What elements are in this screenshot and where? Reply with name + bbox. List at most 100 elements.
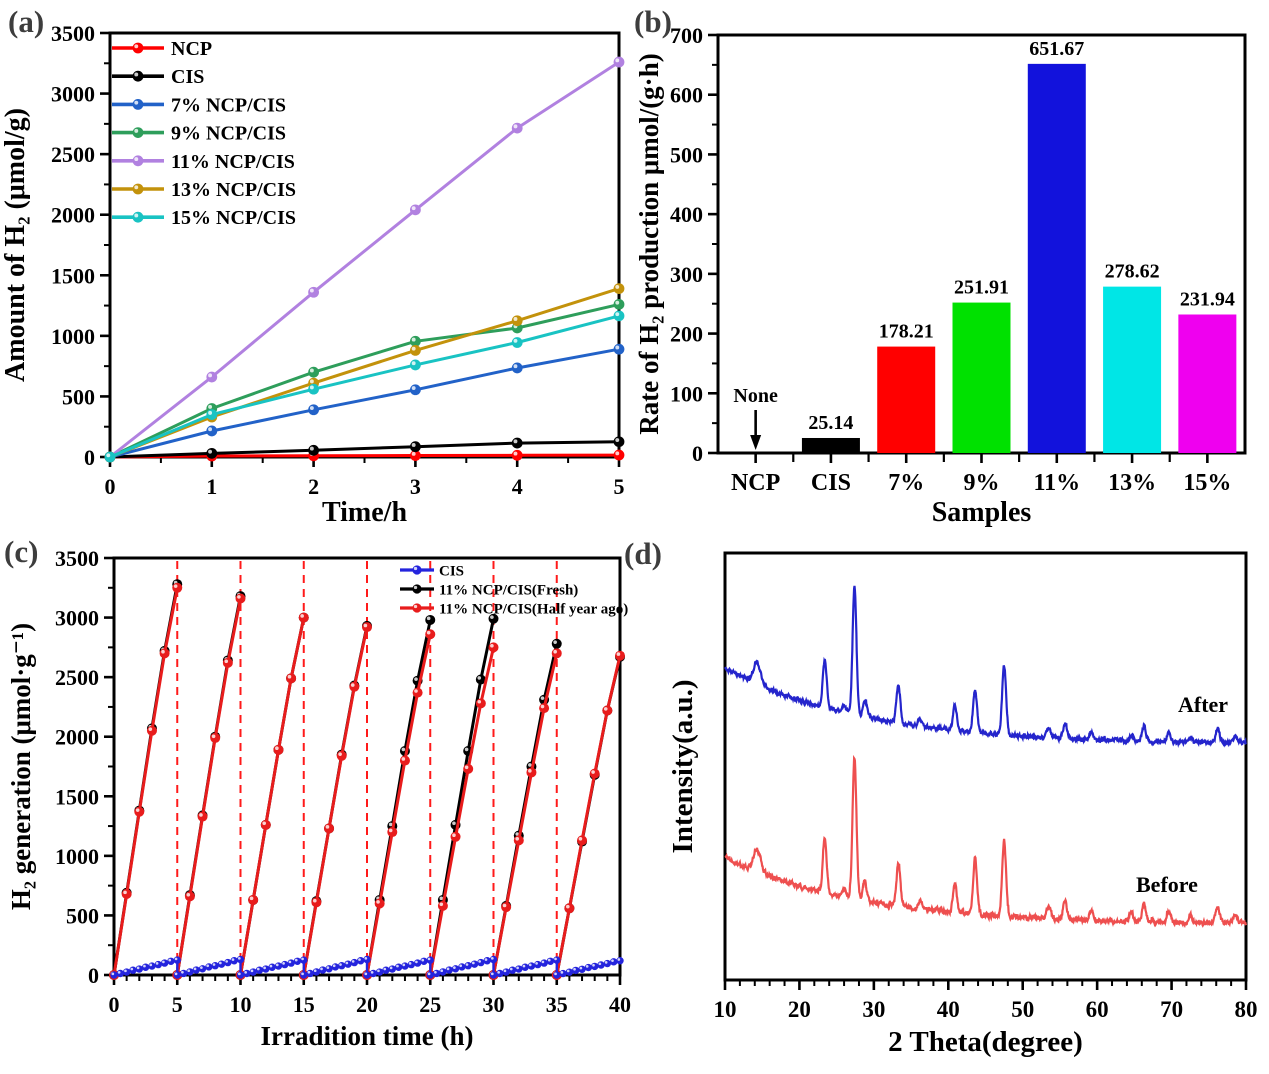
svg-text:Before: Before <box>1136 872 1198 897</box>
svg-text:35: 35 <box>546 992 568 1017</box>
svg-text:4: 4 <box>512 474 523 499</box>
svg-text:70: 70 <box>1160 997 1183 1022</box>
svg-text:None: None <box>733 385 778 407</box>
series-15% NCP/CIS <box>109 314 620 459</box>
bar-7% <box>877 346 936 453</box>
svg-text:CIS: CIS <box>171 66 204 88</box>
svg-text:CIS: CIS <box>811 470 851 496</box>
svg-text:300: 300 <box>670 262 703 287</box>
svg-text:Irradition time (h): Irradition time (h) <box>261 1021 474 1051</box>
series-CIS <box>109 440 620 459</box>
svg-text:0: 0 <box>109 992 120 1017</box>
svg-text:2000: 2000 <box>55 725 99 750</box>
svg-text:7% NCP/CIS: 7% NCP/CIS <box>171 94 286 116</box>
svg-text:Rate of H₂ production μmol/(g·: Rate of H₂ production μmol/(g·h) <box>634 53 664 434</box>
svg-text:40: 40 <box>609 992 631 1017</box>
series-11% NCP/CIS(Half year ago)-cycle3 <box>239 617 306 976</box>
series-11% NCP/CIS(Half year ago)-cycle8 <box>555 655 622 976</box>
svg-text:40: 40 <box>937 997 960 1022</box>
svg-text:13% NCP/CIS: 13% NCP/CIS <box>171 179 296 201</box>
svg-text:0: 0 <box>84 445 95 470</box>
svg-text:10: 10 <box>230 992 252 1017</box>
svg-text:5: 5 <box>172 992 183 1017</box>
svg-text:1500: 1500 <box>51 263 95 288</box>
panel-label-a: (a) <box>8 4 45 39</box>
svg-text:13%: 13% <box>1108 470 1156 496</box>
panel-d-plot: 10 20 30 40 50 60 70 80 2 Theta(degree) Intensity… <box>667 551 1258 1058</box>
panel-label-b: (b) <box>634 4 672 39</box>
svg-text:20: 20 <box>356 992 378 1017</box>
legend-panel-a: NCP CIS 7% NCP/CIS 9% NCP/CIS 11% NCP/CIS 13%… <box>112 38 296 229</box>
svg-text:1000: 1000 <box>55 844 99 869</box>
svg-text:25.14: 25.14 <box>808 412 853 434</box>
series-11% NCP/CIS(Half year ago)-cycle6 <box>428 647 495 976</box>
svg-text:80: 80 <box>1235 997 1258 1022</box>
svg-text:20: 20 <box>788 997 811 1022</box>
svg-text:2 Theta(degree): 2 Theta(degree) <box>888 1026 1083 1058</box>
svg-text:NCP: NCP <box>171 38 212 60</box>
svg-text:651.67: 651.67 <box>1029 38 1084 60</box>
series-13% NCP/CIS <box>109 287 620 459</box>
svg-text:15%: 15% <box>1183 470 1231 496</box>
svg-text:Time/h: Time/h <box>322 497 407 528</box>
panel-label-d: (d) <box>624 536 662 571</box>
panel-a-plot: 0 1 2 3 4 5 Time/h 0 500 1000 1500 2000 2500 3000 3500… <box>0 21 625 528</box>
svg-text:500: 500 <box>66 903 99 928</box>
series-11% NCP/CIS(Half year ago)-cycle4 <box>302 626 369 976</box>
bar-9% <box>952 302 1011 453</box>
svg-text:Intensity(a.u.): Intensity(a.u.) <box>667 679 699 853</box>
svg-text:600: 600 <box>670 83 703 108</box>
svg-text:231.94: 231.94 <box>1180 288 1235 310</box>
chart-xrd-before-after: 10 20 30 40 50 60 70 80 2 Theta(degree) Intensity… <box>667 551 1258 1058</box>
svg-text:3500: 3500 <box>55 546 99 571</box>
svg-text:0: 0 <box>105 474 116 499</box>
svg-text:2500: 2500 <box>55 665 99 690</box>
xrd-trace-Before <box>724 754 1248 929</box>
series-7% NCP/CIS <box>109 347 620 459</box>
svg-text:1: 1 <box>206 474 217 499</box>
svg-text:0: 0 <box>692 441 703 466</box>
svg-text:100: 100 <box>670 381 703 406</box>
svg-text:H₂ generation (μmol·g⁻¹): H₂ generation (μmol·g⁻¹) <box>6 623 36 910</box>
svg-text:178.21: 178.21 <box>879 321 934 343</box>
svg-text:1500: 1500 <box>55 784 99 809</box>
series-11% NCP/CIS <box>109 60 620 459</box>
svg-text:CIS: CIS <box>439 564 464 580</box>
svg-text:25: 25 <box>419 992 441 1017</box>
legend-panel-c: CIS 11% NCP/CIS(Fresh) 11% NCP/CIS(Half ye… <box>400 564 628 618</box>
svg-text:11% NCP/CIS: 11% NCP/CIS <box>171 151 295 173</box>
svg-text:2: 2 <box>308 474 319 499</box>
bar-11% <box>1027 63 1086 453</box>
series-11% NCP/CIS(Half year ago)-cycle1 <box>112 587 179 976</box>
panel-c-plot: 0 5 10 15 20 25 30 35 40 Irradition time (h) 0 500 1… <box>6 546 631 1051</box>
svg-text:700: 700 <box>670 23 703 48</box>
xrd-trace-After <box>724 585 1247 748</box>
svg-text:Amount of H₂ (μmol/g): Amount of H₂ (μmol/g) <box>0 108 31 382</box>
svg-text:60: 60 <box>1086 997 1109 1022</box>
series-11% NCP/CIS(Half year ago)-cycle2 <box>175 598 242 976</box>
svg-text:278.62: 278.62 <box>1105 261 1160 283</box>
svg-text:3500: 3500 <box>51 21 95 46</box>
svg-text:0: 0 <box>88 963 99 988</box>
svg-text:9%: 9% <box>964 470 1000 496</box>
svg-text:2000: 2000 <box>51 203 95 228</box>
series-NCP <box>109 453 620 459</box>
svg-text:Samples: Samples <box>932 497 1032 528</box>
series-9% NCP/CIS <box>109 302 620 459</box>
bar-13% <box>1103 286 1162 453</box>
svg-text:3000: 3000 <box>51 82 95 107</box>
svg-text:15: 15 <box>293 992 315 1017</box>
svg-text:11%: 11% <box>1033 470 1080 496</box>
svg-text:11% NCP/CIS(Fresh): 11% NCP/CIS(Fresh) <box>439 583 578 599</box>
svg-text:7%: 7% <box>888 470 924 496</box>
chart-h2-amount-vs-time: 0 1 2 3 4 5 Time/h 0 500 1000 1500 2000 2500 3000 3500… <box>0 21 625 528</box>
svg-text:200: 200 <box>670 322 703 347</box>
svg-text:9% NCP/CIS: 9% NCP/CIS <box>171 123 286 145</box>
svg-text:50: 50 <box>1011 997 1034 1022</box>
svg-text:30: 30 <box>862 997 885 1022</box>
annotation-none: None <box>733 385 778 450</box>
series-11% NCP/CIS(Half year ago)-cycle7 <box>492 652 559 976</box>
